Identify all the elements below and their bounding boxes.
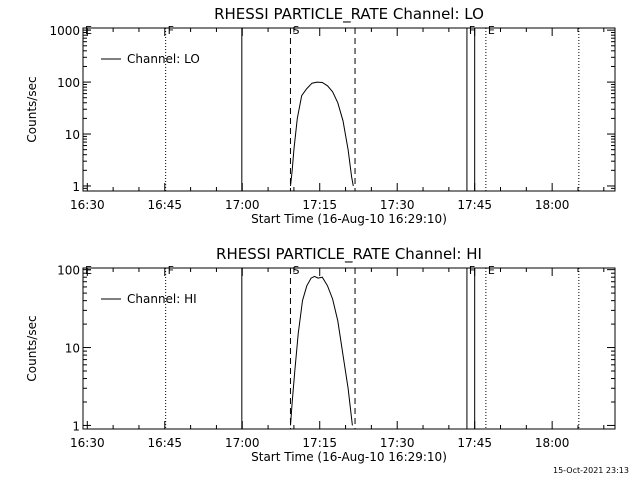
y-tick-label: 1 [72, 419, 80, 433]
x-tick-label: 17:00 [225, 436, 260, 450]
footer-timestamp: 15-Oct-2021 23:13 [553, 466, 629, 475]
event-marker-label: F [168, 264, 174, 277]
y-tick-label: 10 [65, 128, 80, 142]
series-line [290, 275, 353, 426]
chart-panel-2: RHESSI PARTICLE_RATE Channel: HI 16:30 16:… [25, 245, 616, 464]
y-tick-label: 100 [57, 264, 80, 278]
event-marker-label: F [168, 24, 174, 37]
x-tick-label: 17:15 [302, 436, 337, 450]
x-tick-label: 17:15 [302, 198, 337, 212]
y-tick-label: 10 [65, 342, 80, 356]
series-line [290, 81, 354, 187]
x-tick-label: 16:45 [147, 436, 182, 450]
event-marker-label: E [488, 264, 495, 277]
y-tick-label: 1000 [49, 24, 80, 38]
event-marker-label: F [469, 264, 475, 277]
legend-label: Channel: LO [127, 52, 200, 66]
legend-label: Channel: HI [127, 292, 197, 306]
event-marker-label: E [85, 264, 92, 277]
x-tick-label: 16:30 [70, 198, 105, 212]
x-tick-label: 17:00 [225, 198, 260, 212]
y-axis-label: Counts/sec [25, 76, 39, 142]
event-marker-label: S [292, 264, 299, 277]
x-tick-label: 16:30 [70, 436, 105, 450]
x-axis-label: Start Time (16-Aug-10 16:29:10) [251, 450, 447, 464]
y-axis-label: Counts/sec [25, 315, 39, 381]
event-marker-label: S [292, 24, 299, 37]
x-tick-label: 17:30 [380, 436, 415, 450]
x-tick-label: 17:30 [380, 198, 415, 212]
y-tick-label: 100 [57, 76, 80, 90]
x-tick-label: 17:45 [457, 198, 492, 212]
chart-title: RHESSI PARTICLE_RATE Channel: HI [216, 245, 482, 264]
event-marker-label: E [85, 24, 92, 37]
x-tick-label: 17:45 [457, 436, 492, 450]
event-marker-label: F [469, 24, 475, 37]
y-tick-label: 1 [72, 180, 80, 194]
chart-title: RHESSI PARTICLE_RATE Channel: LO [214, 5, 484, 24]
x-axis-label: Start Time (16-Aug-10 16:29:10) [251, 212, 447, 226]
x-tick-label: 16:45 [147, 198, 182, 212]
chart-panel-1: RHESSI PARTICLE_RATE Channel: LO 16:30 16:… [25, 5, 616, 226]
x-tick-label: 18:00 [535, 198, 570, 212]
x-tick-label: 18:00 [535, 436, 570, 450]
event-marker-label: E [488, 24, 495, 37]
